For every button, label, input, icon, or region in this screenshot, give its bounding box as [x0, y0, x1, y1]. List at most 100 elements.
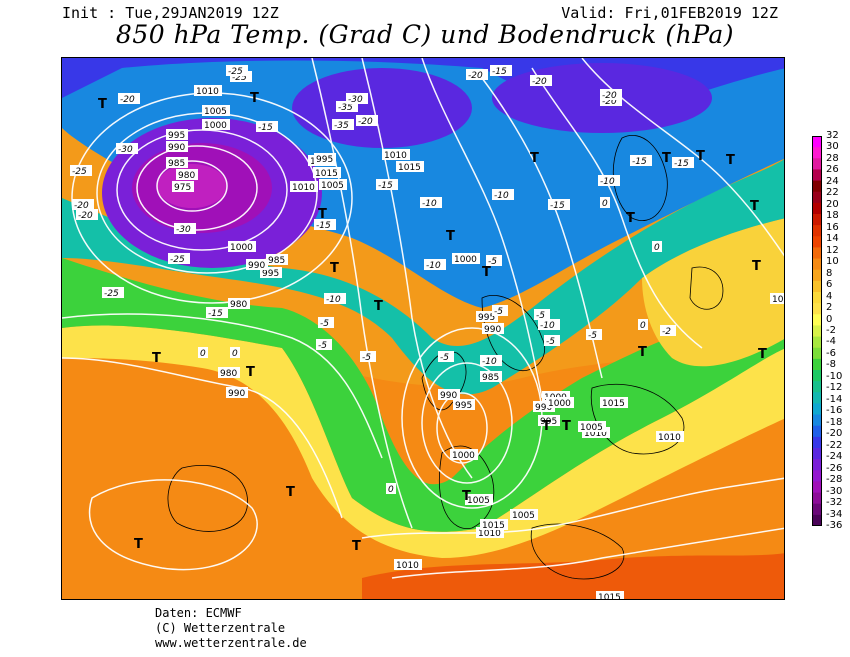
legend-swatch — [812, 392, 822, 404]
legend-tick-label: -20 — [826, 428, 843, 440]
legend-swatch — [812, 202, 822, 215]
legend-tick-label: -36 — [826, 520, 843, 531]
legend-tick-label: 6 — [826, 279, 833, 291]
temperature-label: -25 — [228, 67, 243, 77]
pressure-label: 1005 — [467, 496, 490, 506]
legend-tick-label: 2 — [826, 302, 833, 314]
low-pressure-marker: T — [352, 539, 361, 554]
temperature-label: 0 — [388, 485, 394, 495]
temperature-label: -15 — [632, 157, 647, 167]
pressure-label: 985 — [482, 373, 499, 383]
temperature-label: -15 — [550, 201, 565, 211]
low-pressure-marker: T — [726, 153, 735, 168]
pressure-label-bg — [480, 371, 502, 382]
temp-label-bg — [466, 69, 488, 80]
legend-color-bar — [812, 136, 822, 526]
temperature-label: -10 — [482, 357, 497, 367]
pressure-label: 1015 — [772, 295, 785, 305]
legend-tick-label: 14 — [826, 233, 839, 245]
legend-tick-label: -30 — [826, 485, 843, 497]
legend-tick-label: 18 — [826, 210, 839, 222]
pressure-label-bg — [166, 157, 188, 168]
pressure-label: 995 — [478, 313, 495, 323]
pressure-label-bg — [450, 449, 478, 460]
legend-tick-label: 26 — [826, 164, 839, 176]
pressure-label-bg — [476, 527, 504, 538]
temperature-label: 0 — [602, 199, 608, 209]
temp-label-bg — [490, 65, 512, 76]
legend-swatch — [812, 247, 822, 260]
legend-tick-label: -22 — [826, 439, 843, 451]
legend-tick-label: 8 — [826, 267, 833, 279]
legend-swatch — [812, 280, 822, 293]
footer-data-source: Daten: ECMWF — [155, 606, 242, 620]
temp-label-bg — [652, 241, 662, 252]
legend-swatch — [812, 481, 822, 494]
low-pressure-marker: T — [626, 211, 635, 226]
pressure-label: 1000 — [204, 121, 227, 131]
pressure-label-bg — [226, 387, 248, 398]
temperature-label: -20 — [532, 77, 547, 87]
low-pressure-marker: T — [250, 91, 259, 106]
pressure-label-bg — [465, 494, 493, 505]
legend-swatch — [812, 414, 822, 427]
pressure-label: 975 — [174, 183, 191, 193]
legend-tick-label: 22 — [826, 187, 839, 199]
legend-tick-label: -24 — [826, 451, 843, 463]
legend-swatch — [812, 436, 822, 449]
pressure-label: 1015 — [315, 169, 338, 179]
low-pressure-marker: T — [752, 259, 761, 274]
low-pressure-marker: T — [318, 207, 327, 222]
temp-label-bg — [480, 355, 502, 366]
temp-label-bg — [356, 115, 378, 126]
legend-swatch — [812, 403, 822, 416]
temperature-label: -20 — [358, 117, 373, 127]
pressure-labels: 995 990 985 980 975 1010 1000 1005 1010 1015 1005 1… — [166, 85, 785, 599]
temp-label-bg — [314, 219, 336, 230]
temp-label-bg — [316, 339, 332, 350]
temperature-label: -5 — [588, 331, 597, 341]
temperature-label: 0 — [654, 243, 660, 253]
pressure-label: 995 — [455, 401, 472, 411]
temperature-label: -5 — [488, 257, 497, 267]
temperature-label: -25 — [72, 167, 87, 177]
low-pressure-marker: T — [152, 351, 161, 366]
legend-tick-label: -8 — [826, 359, 836, 371]
legend-tick-label: 4 — [826, 290, 833, 302]
temperature-label: -15 — [492, 67, 507, 77]
legend-tick-label: -34 — [826, 508, 843, 520]
pressure-label: 1010 — [658, 433, 681, 443]
pressure-label-bg — [438, 389, 460, 400]
legend-tick-label: -10 — [826, 370, 843, 382]
pressure-label-bg — [596, 591, 624, 599]
pressure-label: 1015 — [398, 163, 421, 173]
temp-label-bg — [600, 197, 610, 208]
temp-zone-red-south — [362, 553, 784, 599]
pressure-label-bg — [313, 167, 341, 178]
pressure-label-bg — [290, 181, 318, 192]
legend-tick-label: -28 — [826, 474, 843, 486]
temp-label-bg — [336, 101, 358, 112]
pressure-label: 980 — [178, 171, 195, 181]
pressure-label: 1000 — [452, 451, 475, 461]
pressure-label: 1005 — [204, 107, 227, 117]
temp-label-bg — [534, 309, 550, 320]
legend-tick-label: 16 — [826, 221, 839, 233]
pressure-label: 1010 — [384, 151, 407, 161]
pressure-label-bg — [246, 259, 268, 270]
legend-tick-label: -18 — [826, 416, 843, 428]
pressure-label-bg — [656, 431, 684, 442]
legend-swatch — [812, 236, 822, 248]
temperature-label: -35 — [334, 121, 349, 131]
low-pressure-marker: T — [286, 485, 295, 500]
temp-label-bg — [486, 255, 502, 266]
low-pressure-marker: T — [530, 151, 539, 166]
legend-tick-label: -4 — [826, 336, 836, 348]
legend-swatch — [812, 381, 822, 393]
temperature-label: -2 — [662, 327, 671, 337]
cold-core-north — [292, 68, 472, 148]
pressure-label-bg — [578, 421, 606, 432]
temp-label-bg — [332, 119, 354, 130]
pressure-label-bg — [533, 401, 555, 412]
pressure-label: 990 — [535, 403, 552, 413]
